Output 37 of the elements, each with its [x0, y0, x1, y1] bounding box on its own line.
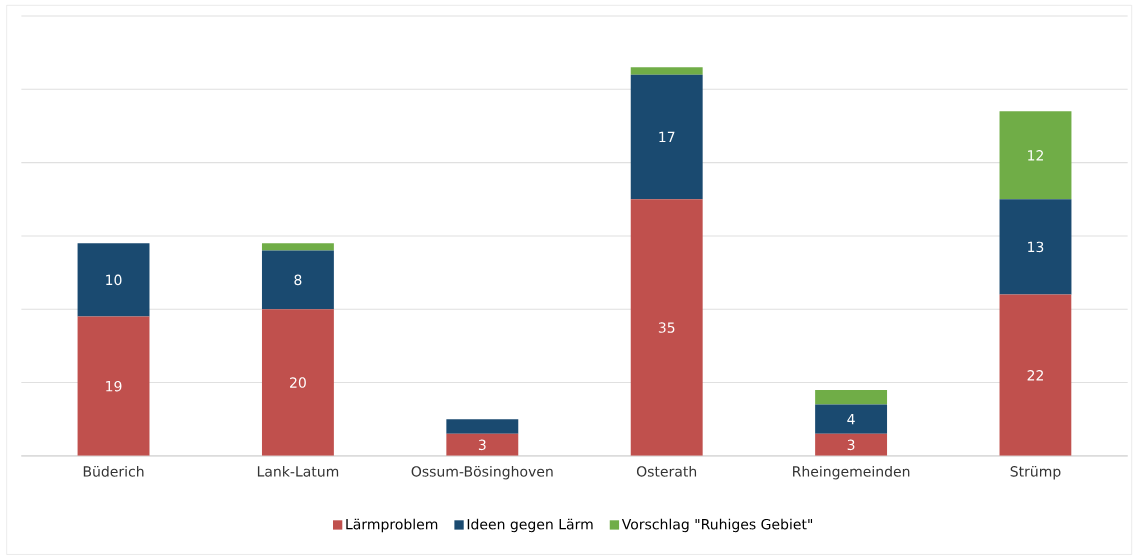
bar — [261, 309, 334, 456]
data-label: 17 — [659, 131, 675, 143]
bar — [999, 111, 1072, 200]
bar — [999, 199, 1072, 295]
legend-label: Lärmproblem — [346, 518, 438, 533]
data-label: 3 — [847, 439, 855, 451]
data-label: 22 — [1027, 370, 1043, 381]
bar — [261, 250, 334, 310]
x-tick-label: Strümp — [1010, 465, 1061, 480]
data-label: 13 — [1028, 241, 1044, 253]
bar — [261, 243, 334, 251]
bar — [630, 67, 703, 75]
bar — [77, 316, 150, 456]
bar — [630, 199, 703, 456]
bar — [630, 74, 703, 200]
bar — [446, 433, 519, 456]
data-label: 20 — [290, 377, 306, 388]
data-label: 35 — [658, 322, 675, 333]
legend-label: Ideen gegen Lärm — [467, 518, 593, 533]
x-tick-label: Rheingemeinden — [793, 465, 910, 480]
data-label: 8 — [294, 274, 302, 286]
x-tick-label: Ossum-Bösinghoven — [411, 465, 553, 480]
bar — [815, 404, 888, 434]
bar — [77, 243, 150, 317]
data-label: 4 — [847, 414, 855, 425]
legend-label: Vorschlag "Ruhiges Gebiet" — [621, 518, 813, 533]
data-label: 19 — [106, 381, 122, 392]
x-tick-label: Osterath — [636, 465, 697, 477]
x-tick-label: Büderich — [83, 465, 144, 477]
data-label: 12 — [1028, 150, 1043, 161]
bar — [815, 389, 888, 405]
x-tick-label: Lank-Latum — [257, 465, 339, 477]
data-label: 3 — [478, 439, 486, 451]
bar — [815, 433, 888, 456]
bar — [999, 294, 1072, 456]
data-label: 10 — [106, 274, 122, 286]
bar — [446, 419, 519, 434]
